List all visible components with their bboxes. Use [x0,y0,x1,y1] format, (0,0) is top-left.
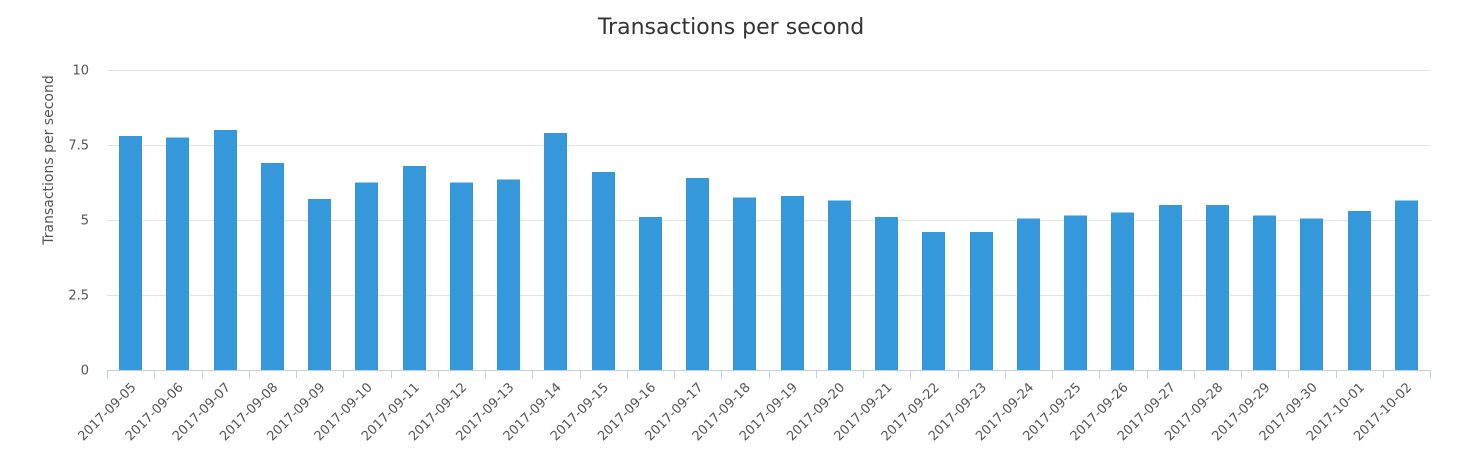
bar-2017-09-26[interactable] [1111,212,1134,371]
bar-2017-09-13[interactable] [497,179,520,371]
y-axis-ticks: 0 2.5 5 7.5 10 [68,64,89,379]
bar-2017-09-09[interactable] [308,199,331,370]
bar-2017-09-21[interactable] [875,217,898,370]
bar-2017-09-30[interactable] [1300,218,1323,371]
y-tick-label: 5 [81,214,89,229]
bar-2017-09-17[interactable] [686,178,709,370]
bar-2017-09-24[interactable] [1017,218,1040,371]
bar-2017-09-25[interactable] [1064,215,1087,371]
bar-2017-09-16[interactable] [639,217,662,370]
bars [119,130,1418,370]
y-tick-label: 7.5 [68,139,89,154]
bar-2017-09-29[interactable] [1253,215,1276,371]
bar-2017-09-10[interactable] [355,182,378,371]
bar-2017-09-15[interactable] [592,172,615,370]
y-tick-label: 10 [72,64,89,79]
bar-2017-09-08[interactable] [261,163,284,370]
x-axis [107,370,1431,378]
y-tick-label: 0 [81,364,89,379]
bar-2017-09-07[interactable] [214,130,237,370]
grid-lines [107,70,1430,296]
bar-2017-09-12[interactable] [450,182,473,371]
bar-2017-09-20[interactable] [828,200,851,371]
bar-2017-09-18[interactable] [733,197,756,371]
bar-2017-09-28[interactable] [1206,205,1229,370]
bar-2017-09-22[interactable] [922,232,945,370]
bar-2017-10-01[interactable] [1348,211,1371,370]
bar-2017-09-19[interactable] [781,196,804,370]
bar-2017-09-06[interactable] [166,137,189,371]
bar-2017-09-11[interactable] [403,166,426,370]
bar-2017-10-02[interactable] [1395,200,1418,371]
y-axis-title: Transactions per second [41,75,57,245]
x-axis-ticks: 2017-09-052017-09-062017-09-072017-09-08… [75,380,1415,444]
y-tick-label: 2.5 [68,289,89,304]
bar-2017-09-05[interactable] [119,136,142,370]
chart-title: Transactions per second [597,15,864,40]
bar-2017-09-23[interactable] [970,232,993,370]
bar-2017-09-27[interactable] [1159,205,1182,370]
bar-2017-09-14[interactable] [544,133,567,370]
